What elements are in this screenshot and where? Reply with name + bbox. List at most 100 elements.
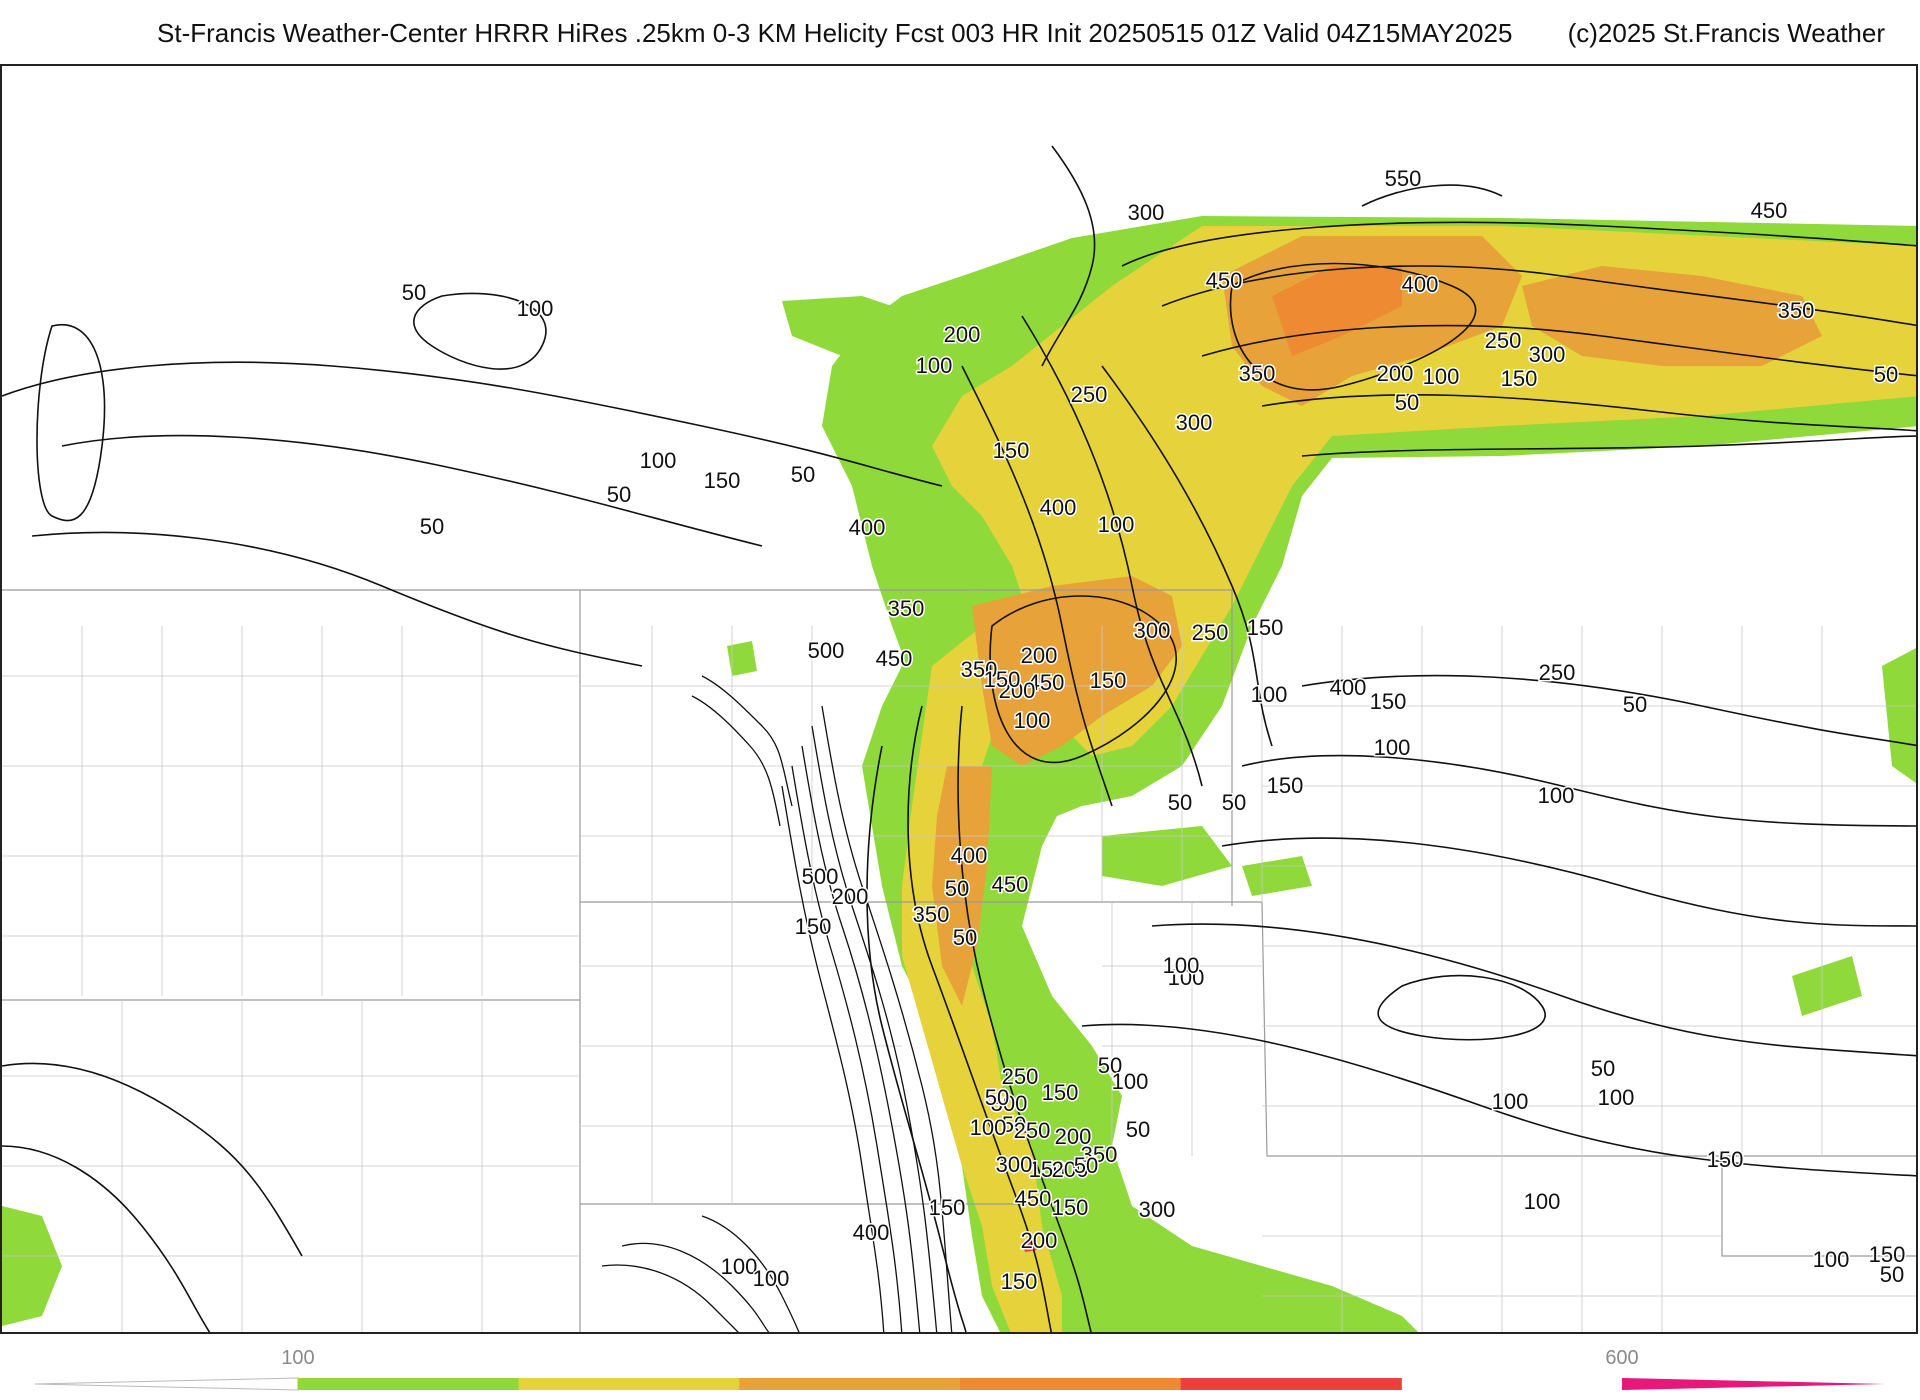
contour-label: 50 — [1126, 1117, 1150, 1142]
contour-label: 200 — [1377, 361, 1414, 386]
contour-ne-2 — [1361, 184, 1503, 207]
contour-label: 150 — [1370, 689, 1407, 714]
contour-label: 250 — [1002, 1064, 1039, 1089]
contour-label: 150 — [1869, 1242, 1906, 1267]
contour-label: 150 — [1247, 615, 1284, 640]
shade-green-w3 — [977, 301, 1032, 336]
contour-label: 100 — [753, 1266, 790, 1291]
contour-label: 350 — [888, 596, 925, 621]
county-line — [580, 685, 1232, 837]
contour-label: 50 — [402, 280, 426, 305]
contour-label: 150 — [984, 667, 1021, 692]
contour-center-loop — [989, 595, 1177, 764]
colorbar-bin-200-300 — [518, 1378, 740, 1390]
colorbar-bin-below-100 — [34, 1377, 299, 1391]
contour-north-1 — [1121, 221, 1916, 267]
contour-label: 100 — [1423, 364, 1460, 389]
contour-label: 150 — [1042, 1080, 1079, 1105]
contour-diag-2 — [961, 365, 1113, 807]
contour-diag-1 — [1021, 315, 1203, 787]
contour-dense — [701, 675, 793, 807]
county-line — [81, 626, 483, 996]
contour-west-3 — [31, 531, 643, 667]
contour-label: 400 — [849, 515, 886, 540]
contour-east-loop — [1377, 974, 1546, 1041]
contour-corridor-3 — [866, 745, 967, 1332]
contour-east-5 — [1301, 674, 1916, 747]
county-line — [651, 626, 1183, 902]
contour-label: 150 — [929, 1195, 966, 1220]
shade-green-mid2 — [1242, 856, 1312, 896]
contour-dense — [821, 705, 953, 1332]
contour-label: 450 — [1028, 670, 1065, 695]
contour-label: 50 — [953, 925, 977, 950]
contour-label: 450 — [1206, 268, 1243, 293]
shade-orange-ne — [1522, 266, 1822, 366]
shade-green-east — [1882, 648, 1916, 784]
colorbar-bins — [34, 1377, 1885, 1391]
contour-label: 150 — [1267, 773, 1304, 798]
contour-label: 150 — [1501, 366, 1538, 391]
contour-label: 350 — [913, 902, 950, 927]
contour-label: 400 — [853, 1220, 890, 1245]
contour-label: 50 — [1880, 1262, 1904, 1287]
contour-label: 50 — [1168, 790, 1192, 815]
contour-label: 300 — [1128, 200, 1165, 225]
shade-green-mid — [1102, 826, 1232, 886]
political-boundaries — [2, 589, 1916, 1332]
contour-label: 50 — [607, 482, 631, 507]
contour-dense — [691, 695, 781, 827]
shade-orange-strip — [932, 766, 992, 1006]
county-line — [2, 675, 580, 937]
contour-north-4 — [1261, 394, 1916, 432]
county-line — [2, 1000, 580, 1332]
colorbar-bin-400-500 — [960, 1378, 1182, 1390]
contour-label: 100 — [1374, 735, 1411, 760]
contour-label: 150 — [1029, 1157, 1066, 1182]
copyright-text: (c)2025 St.Francis Weather — [1567, 18, 1885, 48]
contour-label: 150 — [1501, 366, 1538, 391]
contour-label: 100 — [1014, 708, 1051, 733]
contour-label: 500 — [802, 864, 839, 889]
contour-label: 100 — [970, 1115, 1007, 1140]
colorbar-ticks: 100 600 — [281, 1347, 1638, 1369]
county-grid — [2, 626, 1916, 1332]
contour-label: 250 — [1539, 660, 1576, 685]
contour-dense — [781, 785, 885, 1332]
contour-label: 150 — [993, 438, 1030, 463]
contour-dense — [811, 725, 938, 1332]
contour-label: 200 — [832, 884, 869, 909]
contour-ne-1 — [1041, 145, 1096, 367]
contour-north-3 — [1201, 324, 1916, 377]
dense-contour-cluster — [601, 675, 953, 1332]
contour-label: 200 — [1052, 1157, 1089, 1182]
helicity-shading — [2, 216, 1916, 1332]
contour-label: 250 — [1192, 620, 1229, 645]
contour-label: 50 — [1098, 1053, 1122, 1078]
contour-label: 450 — [992, 872, 1029, 897]
contour-label: 150 — [795, 914, 832, 939]
contour-diag-3 — [1101, 365, 1273, 747]
contour-label: 250 — [1014, 1118, 1051, 1143]
contour-label: 250 — [1485, 328, 1522, 353]
contour-label: 200 — [1021, 643, 1058, 668]
contour-label: 450 — [876, 646, 913, 671]
contour-label: 400 — [1330, 675, 1367, 700]
contour-label: 50 — [420, 514, 444, 539]
contour-label: 50 — [1623, 692, 1647, 717]
contour-dense — [791, 765, 903, 1332]
contour-north-5 — [1301, 435, 1916, 457]
contour-label: 50 — [985, 1085, 1009, 1110]
contour-label: 350 — [1239, 361, 1276, 386]
colorbar-bin-300-400 — [739, 1378, 961, 1390]
contour-label: 350 — [1778, 298, 1815, 323]
title-bar: St-Francis Weather-Center HRRR HiRes .25… — [0, 0, 1920, 64]
contour-label: 50 — [1074, 1153, 1098, 1178]
state-line-2 — [580, 589, 1233, 906]
contour-label: 400 — [1402, 272, 1439, 297]
county-line — [1262, 1156, 1916, 1332]
contour-label: 50 — [1002, 1112, 1026, 1137]
contour-label: 300 — [1529, 342, 1566, 367]
shade-green-w2 — [727, 641, 757, 676]
